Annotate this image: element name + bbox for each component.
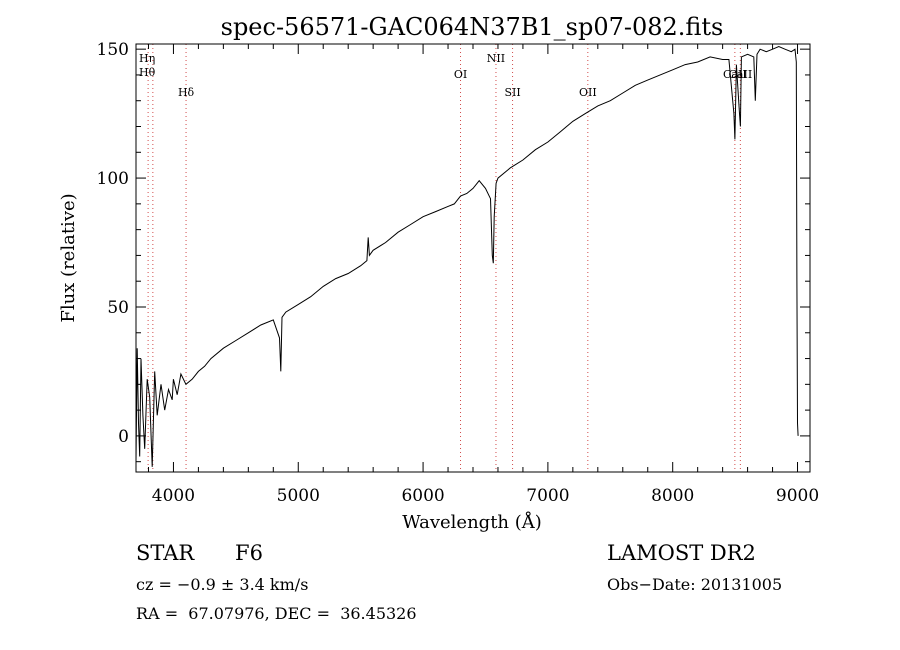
x-tick-label: 5000	[277, 486, 320, 506]
x-tick-label: 9000	[776, 486, 819, 506]
y-tick-label: 0	[118, 427, 129, 447]
marker-label: CaII	[729, 68, 753, 81]
chart-title: spec-56571-GAC064N37B1_sp07-082.fits	[221, 13, 724, 41]
spectrum-series	[136, 46, 799, 467]
y-tick-label: 100	[97, 169, 129, 189]
y-tick-label: 150	[97, 40, 129, 60]
marker-label: Hη	[139, 52, 155, 65]
object-class: STAR	[136, 541, 195, 565]
plot-frame	[135, 43, 811, 473]
x-axis-label: Wavelength (Å)	[402, 511, 542, 533]
x-axis-ticks: 4000 5000 6000 7000 8000 9000	[147, 44, 819, 506]
x-tick-label: 6000	[401, 486, 444, 506]
x-tick-label: 7000	[526, 486, 569, 506]
marker-label: NII	[487, 52, 505, 65]
redshift-cz: cz = −0.9 ± 3.4 km/s	[136, 575, 309, 594]
spectrum-line-0	[136, 46, 799, 467]
y-axis-label: Flux (relative)	[58, 193, 79, 322]
object-subclass: F6	[235, 541, 263, 565]
coordinates: RA = 67.07976, DEC = 36.45326	[136, 604, 417, 623]
marker-label: SII	[504, 86, 520, 99]
marker-label: Hθ	[139, 66, 156, 79]
observation-date: Obs−Date: 20131005	[607, 575, 783, 594]
spectrum-chart: spec-56571-GAC064N37B1_sp07-082.fits HηH…	[58, 13, 819, 533]
y-axis-ticks: 0 50 100 150	[97, 40, 810, 463]
marker-label: OII	[579, 86, 597, 99]
survey-name: LAMOST DR2	[607, 541, 756, 565]
marker-label: Hδ	[178, 86, 195, 99]
x-tick-label: 8000	[651, 486, 694, 506]
marker-label: OI	[454, 68, 467, 81]
x-tick-label: 4000	[152, 486, 195, 506]
y-tick-label: 50	[107, 298, 129, 318]
